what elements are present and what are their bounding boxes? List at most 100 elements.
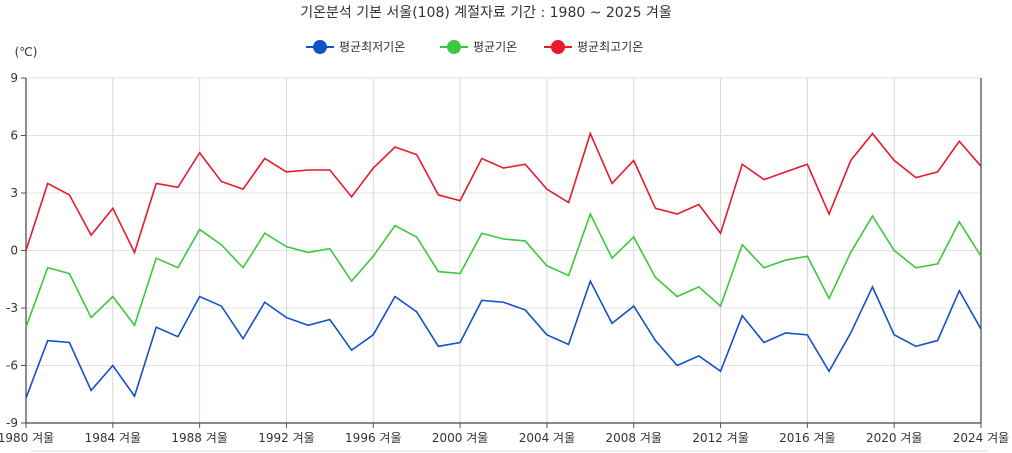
data-point [848,250,853,255]
legend-label: 평균최저기온 [339,40,405,54]
data-point [436,269,441,274]
data-point [501,237,506,242]
data-point [718,231,723,236]
data-point [827,212,832,217]
data-point [67,193,72,198]
legend-item-3[interactable]: 평균최고기온 [544,40,643,54]
data-point [67,340,72,345]
data-point [892,158,897,163]
x-tick-label: 1992 겨울 [258,431,314,445]
data-point [588,131,593,136]
data-point [262,231,267,236]
legend-item-1[interactable]: 평균최저기온 [306,40,405,54]
x-tick-label: 2020 겨울 [866,431,922,445]
x-tick-label: 1996 겨울 [345,431,401,445]
data-point [306,323,311,328]
data-point [523,239,528,244]
data-point [327,317,332,322]
legend-label: 평균기온 [473,40,517,54]
data-point [718,369,723,374]
data-point [176,265,181,270]
data-point [545,263,550,268]
data-point [45,338,50,343]
data-point [197,150,202,155]
data-point [414,309,419,314]
data-point [371,254,376,259]
data-point [740,162,745,167]
data-point [957,288,962,293]
data-point [262,156,267,161]
data-point [696,202,701,207]
data-point [154,256,159,261]
data-point [870,131,875,136]
data-point [762,265,767,270]
x-tick-label: 2024 겨울 [953,431,1009,445]
data-point [566,273,571,278]
data-point [219,242,224,247]
data-point [588,279,593,284]
data-point [349,348,354,353]
data-point [848,331,853,336]
data-point [957,139,962,144]
data-point [913,344,918,349]
x-tick-label: 1980 겨울 [0,431,54,445]
data-point [349,279,354,284]
y-tick-label: 3 [10,186,18,200]
legend-swatch-marker [447,40,461,54]
data-point [154,181,159,186]
legend-swatch-marker [313,40,327,54]
data-point [827,369,832,374]
data-point [393,294,398,299]
data-point [653,275,658,280]
data-point [631,304,636,309]
data-point [458,340,463,345]
data-point [24,325,29,330]
data-point [393,223,398,228]
y-tick-label: 0 [10,244,18,258]
data-point [523,308,528,313]
data-point [219,304,224,309]
data-point [979,327,984,332]
data-point [762,177,767,182]
series-line-3 [25,131,982,255]
data-point [327,168,332,173]
data-point [696,354,701,359]
legend-item-2[interactable]: 평균기온 [440,40,517,54]
data-point [957,219,962,224]
data-point [327,246,332,251]
data-point [610,256,615,261]
data-point [110,294,115,299]
data-point [67,271,72,276]
data-point [610,181,615,186]
data-point [110,206,115,211]
data-point [349,194,354,199]
data-point [110,363,115,368]
data-point [132,323,137,328]
x-tick-label: 2012 겨울 [692,431,748,445]
legend-swatch-marker [551,40,565,54]
data-point [89,388,94,393]
data-point [197,294,202,299]
data-point [762,340,767,345]
data-point [24,396,29,401]
y-tick-label: -9 [6,416,18,430]
data-point [979,164,984,169]
data-point [631,235,636,240]
y-tick-label: -3 [6,301,18,315]
data-point [479,298,484,303]
data-point [24,248,29,253]
data-point [306,250,311,255]
data-point [545,332,550,337]
data-point [675,212,680,217]
data-point [197,227,202,232]
data-point [45,181,50,186]
y-tick-label: 6 [10,129,18,143]
x-tick-label: 2008 겨울 [606,431,662,445]
data-point [241,187,246,192]
series-layer [24,131,984,401]
data-point [414,152,419,157]
data-point [848,158,853,163]
data-point [892,332,897,337]
data-point [935,262,940,267]
